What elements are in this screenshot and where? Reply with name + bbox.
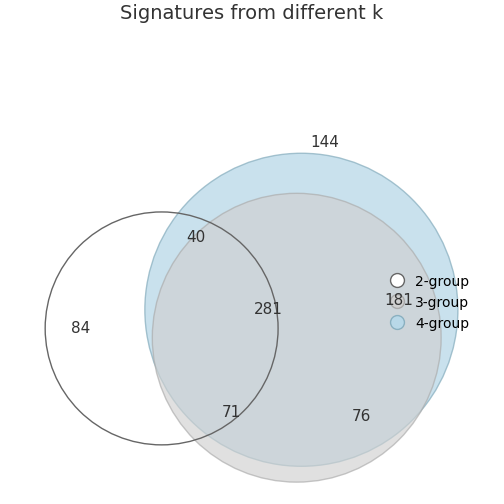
Text: 84: 84 xyxy=(71,321,90,336)
Circle shape xyxy=(145,153,458,466)
Text: 144: 144 xyxy=(310,135,339,150)
Circle shape xyxy=(152,194,441,482)
Text: 76: 76 xyxy=(352,409,371,424)
Text: 281: 281 xyxy=(255,302,283,318)
Text: 71: 71 xyxy=(222,405,241,420)
Title: Signatures from different k: Signatures from different k xyxy=(120,4,384,23)
Legend: 2-group, 3-group, 4-group: 2-group, 3-group, 4-group xyxy=(391,275,470,331)
Text: 181: 181 xyxy=(385,293,414,308)
Text: 40: 40 xyxy=(186,230,206,244)
